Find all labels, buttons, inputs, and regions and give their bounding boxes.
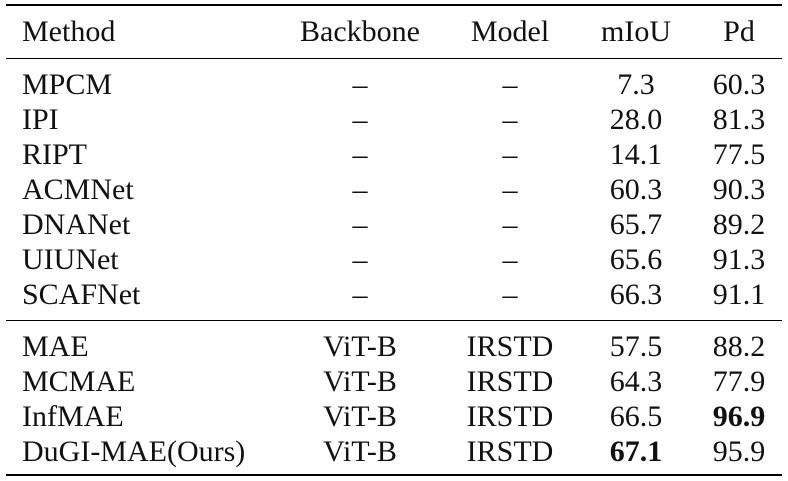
table-row: DNANet – – 65.7 89.2 <box>0 207 788 242</box>
miou-cell: 66.5 <box>609 400 663 433</box>
method-cell: SCAFNet <box>22 278 141 311</box>
miou-cell: 65.6 <box>609 243 663 276</box>
pd-cell: 91.3 <box>712 243 766 276</box>
model-cell: IRSTD <box>466 330 554 363</box>
table-row: IPI – – 28.0 81.3 <box>0 102 788 137</box>
header-method: Method <box>22 15 116 48</box>
miou-cell: 28.0 <box>609 103 663 136</box>
miou-cell: 64.3 <box>609 365 663 398</box>
pd-cell: 60.3 <box>712 68 766 101</box>
method-cell: UIUNet <box>22 243 119 276</box>
pd-cell: 95.9 <box>712 435 766 468</box>
pd-cell: 77.5 <box>712 138 766 171</box>
header-model: Model <box>470 15 550 48</box>
model-cell: – <box>502 278 518 311</box>
backbone-cell: – <box>352 103 368 136</box>
method-cell: DNANet <box>22 208 131 241</box>
pd-cell: 90.3 <box>712 173 766 206</box>
backbone-cell: – <box>352 243 368 276</box>
method-cell: MCMAE <box>22 365 136 398</box>
header-backbone: Backbone <box>300 15 420 48</box>
method-cell: MAE <box>22 330 89 363</box>
model-cell: – <box>502 103 518 136</box>
model-cell: – <box>502 173 518 206</box>
table-row: MAE ViT-B IRSTD 57.5 88.2 <box>0 329 788 364</box>
miou-cell-best: 67.1 <box>609 435 663 468</box>
model-cell: IRSTD <box>466 435 554 468</box>
pd-cell: 77.9 <box>712 365 766 398</box>
backbone-cell: ViT-B <box>323 435 397 468</box>
table-row: RIPT – – 14.1 77.5 <box>0 137 788 172</box>
header-row: Method Backbone Model mIoU Pd <box>0 14 788 49</box>
backbone-cell: – <box>352 208 368 241</box>
header-rule <box>6 58 782 59</box>
method-cell: RIPT <box>22 138 88 171</box>
model-cell: – <box>502 243 518 276</box>
model-cell: IRSTD <box>466 365 554 398</box>
header-miou: mIoU <box>601 15 671 48</box>
backbone-cell: ViT-B <box>323 365 397 398</box>
method-cell: IPI <box>22 103 59 136</box>
backbone-cell: – <box>352 138 368 171</box>
pd-cell: 91.1 <box>712 278 766 311</box>
backbone-cell: – <box>352 173 368 206</box>
model-cell: – <box>502 68 518 101</box>
backbone-cell: ViT-B <box>323 330 397 363</box>
header-pd: Pd <box>723 15 755 48</box>
backbone-cell: – <box>352 68 368 101</box>
model-cell: IRSTD <box>466 400 554 433</box>
miou-cell: 14.1 <box>609 138 663 171</box>
group-separator-rule <box>6 320 782 321</box>
method-cell: DuGI-MAE(Ours) <box>22 435 246 468</box>
table-row: ACMNet – – 60.3 90.3 <box>0 172 788 207</box>
table-row: DuGI-MAE(Ours) ViT-B IRSTD 67.1 95.9 <box>0 434 788 469</box>
backbone-cell: ViT-B <box>323 400 397 433</box>
miou-cell: 57.5 <box>609 330 663 363</box>
bottom-rule <box>6 474 782 476</box>
table-row: SCAFNet – – 66.3 91.1 <box>0 277 788 312</box>
miou-cell: 65.7 <box>609 208 663 241</box>
method-cell: InfMAE <box>22 400 124 433</box>
pd-cell-best: 96.9 <box>712 400 766 433</box>
model-cell: – <box>502 138 518 171</box>
miou-cell: 60.3 <box>609 173 663 206</box>
model-cell: – <box>502 208 518 241</box>
pd-cell: 88.2 <box>712 330 766 363</box>
pd-cell: 81.3 <box>712 103 766 136</box>
backbone-cell: – <box>352 278 368 311</box>
miou-cell: 66.3 <box>609 278 663 311</box>
miou-cell: 7.3 <box>617 68 655 101</box>
table-row: InfMAE ViT-B IRSTD 66.5 96.9 <box>0 399 788 434</box>
method-cell: ACMNet <box>22 173 134 206</box>
table-row: UIUNet – – 65.6 91.3 <box>0 242 788 277</box>
top-rule <box>6 4 782 6</box>
method-cell: MPCM <box>22 68 113 101</box>
table-row: MPCM – – 7.3 60.3 <box>0 67 788 102</box>
pd-cell: 89.2 <box>712 208 766 241</box>
table-row: MCMAE ViT-B IRSTD 64.3 77.9 <box>0 364 788 399</box>
